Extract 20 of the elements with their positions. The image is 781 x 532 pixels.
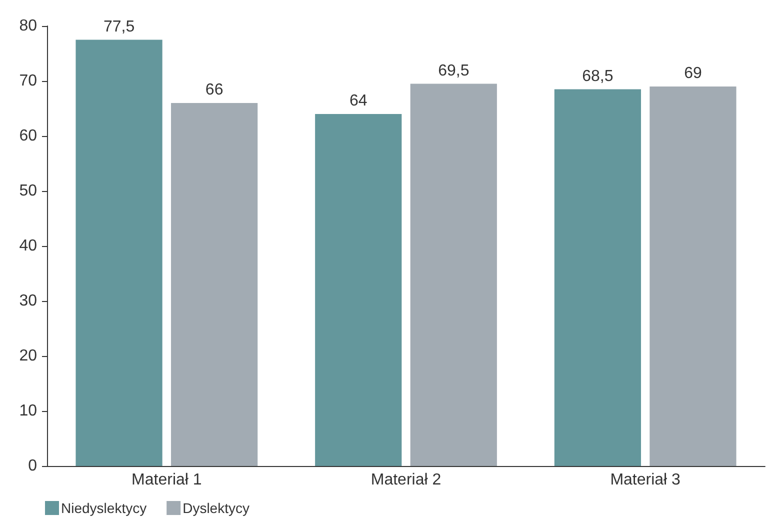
y-tick-label: 50 bbox=[19, 182, 38, 200]
data-label: 64 bbox=[349, 92, 368, 110]
x-tick-label: Materiał 3 bbox=[610, 472, 681, 488]
y-tick-label: 10 bbox=[19, 402, 38, 420]
y-tick-label: 40 bbox=[19, 238, 38, 254]
y-tick-label: 20 bbox=[19, 348, 38, 364]
y-tick-label: 60 bbox=[19, 128, 38, 144]
x-tick-label: Materiał 1 bbox=[132, 472, 202, 488]
legend-label: Niedyslektycy bbox=[61, 500, 147, 516]
y-tick-label: 0 bbox=[28, 458, 38, 474]
data-label: 69 bbox=[684, 65, 702, 82]
data-label: 68,5 bbox=[582, 68, 614, 85]
data-label: 77,5 bbox=[103, 18, 135, 36]
y-tick-label: 70 bbox=[19, 72, 38, 90]
y-tick-label: 80 bbox=[19, 18, 38, 34]
data-label: 66 bbox=[205, 82, 224, 98]
x-tick-label: Materiał 2 bbox=[370, 472, 442, 488]
y-tick-label: 30 bbox=[19, 292, 38, 310]
legend-label: Dyslektycy bbox=[182, 500, 250, 516]
data-label: 69,5 bbox=[438, 62, 470, 80]
